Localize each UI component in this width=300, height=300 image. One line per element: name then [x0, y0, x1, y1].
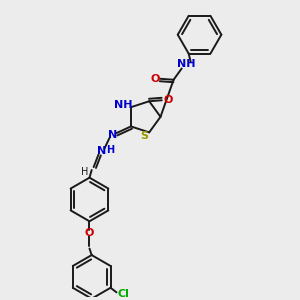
Text: S: S: [140, 131, 148, 141]
Text: N: N: [97, 146, 106, 157]
Text: N: N: [108, 130, 117, 140]
Text: NH: NH: [177, 59, 196, 70]
Text: O: O: [163, 95, 172, 105]
Text: O: O: [85, 228, 94, 238]
Text: H: H: [106, 145, 115, 154]
Text: NH: NH: [114, 100, 132, 110]
Text: H: H: [81, 167, 88, 177]
Text: O: O: [150, 74, 160, 84]
Text: Cl: Cl: [118, 289, 129, 299]
